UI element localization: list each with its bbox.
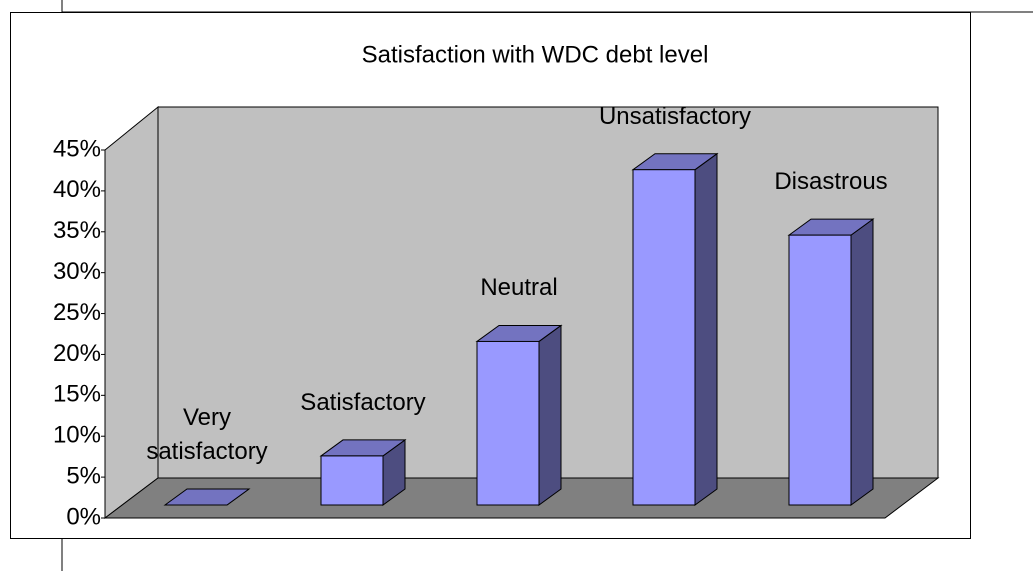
bar-side — [694, 152, 718, 506]
y-tick-label: 30% — [53, 258, 101, 285]
bar-top — [163, 488, 251, 506]
y-tick-label: 20% — [53, 340, 101, 367]
bar-label: Very satisfactory — [146, 404, 268, 465]
bar-label: Disastrous — [774, 168, 888, 196]
bar-label: Neutral — [480, 274, 558, 302]
y-tick-label: 15% — [53, 381, 101, 408]
chart-title: Satisfaction with WDC debt level — [362, 41, 709, 68]
bar — [788, 234, 852, 506]
bar-side — [850, 218, 874, 506]
bar-label: Satisfactory — [300, 388, 426, 416]
y-tick-label: 25% — [53, 299, 101, 326]
y-tick-label: 0% — [66, 503, 101, 530]
y-tick-label: 35% — [53, 217, 101, 244]
bar-label: Unsatisfactory — [598, 102, 752, 130]
y-tick-label: 40% — [53, 176, 101, 203]
bar — [632, 169, 696, 506]
bar — [320, 455, 384, 506]
y-tick-label: 45% — [53, 135, 101, 162]
y-tick-label: 10% — [53, 422, 101, 449]
bar — [476, 340, 540, 506]
y-tick-label: 5% — [66, 462, 101, 489]
bar-side — [538, 324, 562, 506]
